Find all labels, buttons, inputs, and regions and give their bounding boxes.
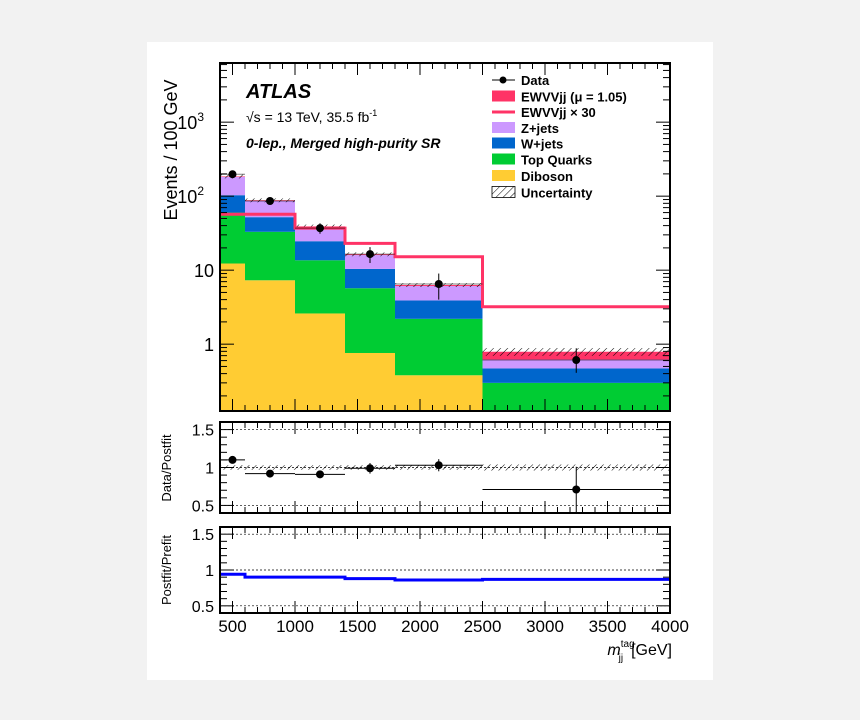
y-axis-title-data-postfit: Data/Postfit	[159, 434, 174, 502]
bar-top	[482, 382, 670, 411]
bar-zjets	[220, 176, 245, 196]
ratio-uncertainty-band	[220, 465, 245, 470]
data-point	[228, 170, 237, 179]
bar-wjets	[220, 195, 245, 213]
bar-wjets	[295, 241, 345, 261]
y-tick-label: 0.5	[192, 498, 214, 515]
legend: Data EWVVjj (μ = 1.05)EWVVjj × 30Z+jetsW+…	[491, 73, 627, 201]
legend-label: Top Quarks	[521, 153, 592, 168]
bar-top	[220, 212, 245, 264]
legend-fill-swatch	[492, 170, 515, 181]
x-axis-m: m	[607, 642, 620, 659]
x-tick-label: 1000	[276, 617, 314, 636]
y-tick-exponent: 3	[197, 110, 204, 124]
x-axis-sup: tag	[621, 639, 635, 650]
ratio-data-point	[434, 461, 443, 470]
legend-hatch-swatch	[491, 186, 516, 198]
energy-label: √s = 13 TeV, 35.5 fb-1	[246, 108, 377, 125]
bar-diboson	[345, 352, 395, 411]
y-tick-label: 102	[177, 184, 204, 207]
ratio-data-point	[266, 469, 274, 478]
y-axis-title-postfit-prefit: Postfit/Prefit	[159, 535, 174, 605]
energy-text: √s = 13 TeV, 35.5 fb	[246, 109, 369, 125]
postfit-prefit-line	[220, 572, 670, 582]
bar-wjets	[245, 217, 295, 232]
legend-label: Diboson	[521, 169, 573, 184]
atlas-label: ATLAS	[245, 81, 312, 103]
x-axis-unit: [GeV]	[631, 642, 672, 659]
bar-top	[395, 318, 483, 376]
ratio-data-point	[228, 455, 237, 464]
main-panel: 1 10 102 103	[177, 62, 671, 412]
y-tick-label: 1.5	[192, 527, 214, 544]
bar-diboson	[220, 263, 245, 411]
data-point	[572, 356, 581, 365]
legend-fill-swatch	[492, 153, 515, 165]
data-point	[434, 280, 443, 289]
x-tick-label: 1500	[339, 617, 377, 636]
y-tick-exponent: 2	[197, 184, 204, 198]
region-label: 0-lep., Merged high-purity SR	[246, 135, 441, 151]
bar-diboson	[295, 313, 345, 411]
data-point	[316, 224, 324, 233]
y-tick-label: 1.5	[192, 423, 214, 440]
y-axis-title-main: Events / 100 GeV	[161, 79, 181, 220]
y-tick-label: 0.5	[192, 599, 214, 616]
ratio-uncertainty-band	[245, 465, 295, 470]
legend-fill-swatch	[492, 137, 515, 149]
data-point	[266, 197, 274, 206]
ratio-data-point	[366, 464, 374, 473]
bar-wjets	[482, 368, 670, 383]
ratio-uncertainty-band	[295, 465, 345, 470]
legend-label: EWVVjj × 30	[521, 105, 596, 120]
y-tick-label: 1	[204, 335, 214, 355]
bar-zjets	[295, 227, 345, 242]
legend-label: EWVVjj (μ = 1.05)	[521, 90, 627, 105]
ratio-data-point	[316, 470, 324, 479]
bar-top	[245, 231, 295, 281]
x-tick-label: 4000	[651, 617, 689, 636]
legend-label: W+jets	[521, 137, 563, 152]
x-axis-title: mtag jj [GeV]	[607, 639, 672, 664]
y-tick-label: 103	[177, 110, 204, 133]
x-tick-label: 500	[218, 617, 246, 636]
bar-wjets	[395, 300, 483, 319]
legend-label: Uncertainty	[521, 186, 593, 201]
bar-top	[345, 288, 395, 353]
y-tick-label: 10	[194, 261, 214, 281]
y-tick-label: 1	[205, 563, 214, 580]
legend-fill-swatch	[492, 90, 515, 102]
x-tick-label: 3500	[589, 617, 627, 636]
legend-label: Z+jets	[521, 121, 559, 136]
bar-top	[295, 260, 345, 314]
data-postfit-panel: 0.5 1 1.5	[192, 421, 671, 515]
legend-data-marker	[499, 76, 507, 84]
postfit-prefit-panel: 0.5 1 1.5 500 1000 1500 2000 2500 3000 3500 4000	[192, 526, 689, 636]
ratio-data-point	[572, 485, 581, 494]
bar-diboson	[245, 280, 295, 411]
legend-fill-swatch	[492, 122, 515, 133]
x-tick-label: 2500	[464, 617, 502, 636]
x-tick-label: 3000	[526, 617, 564, 636]
x-axis-sub: jj	[618, 653, 623, 664]
legend-label: Data	[521, 73, 550, 88]
bar-wjets	[345, 268, 395, 289]
data-point	[366, 250, 374, 259]
x-tick-label: 2000	[401, 617, 439, 636]
ew-x30-line	[220, 212, 670, 309]
y-tick-label: 1	[205, 461, 214, 478]
energy-exponent: -1	[369, 108, 377, 118]
bar-diboson	[395, 375, 483, 411]
